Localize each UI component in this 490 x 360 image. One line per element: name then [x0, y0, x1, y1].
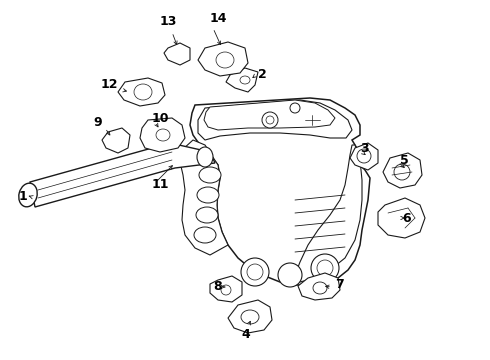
Circle shape	[262, 112, 278, 128]
Circle shape	[357, 149, 371, 163]
Polygon shape	[378, 198, 425, 238]
Polygon shape	[198, 100, 352, 140]
Text: 5: 5	[400, 153, 409, 166]
Text: 4: 4	[242, 328, 250, 341]
Polygon shape	[350, 143, 378, 170]
Circle shape	[221, 285, 231, 295]
Text: 11: 11	[152, 179, 170, 192]
Ellipse shape	[197, 187, 219, 203]
Text: 12: 12	[100, 78, 118, 91]
Polygon shape	[198, 42, 248, 76]
Circle shape	[247, 264, 263, 280]
Polygon shape	[383, 153, 422, 188]
Polygon shape	[180, 140, 228, 255]
Polygon shape	[164, 43, 190, 65]
Text: 9: 9	[94, 116, 102, 129]
Ellipse shape	[19, 183, 37, 207]
Ellipse shape	[240, 76, 250, 84]
Ellipse shape	[134, 84, 152, 100]
Polygon shape	[228, 300, 272, 333]
Polygon shape	[102, 128, 130, 153]
Text: 3: 3	[360, 141, 368, 154]
Ellipse shape	[196, 207, 218, 223]
Ellipse shape	[197, 147, 213, 167]
Ellipse shape	[194, 227, 216, 243]
Circle shape	[394, 164, 410, 180]
Polygon shape	[210, 276, 242, 302]
Polygon shape	[140, 118, 185, 152]
Polygon shape	[204, 100, 335, 130]
Circle shape	[241, 258, 269, 286]
Circle shape	[290, 103, 300, 113]
Text: 13: 13	[159, 15, 177, 28]
Ellipse shape	[313, 282, 327, 294]
Polygon shape	[226, 68, 258, 92]
Polygon shape	[190, 98, 370, 285]
Circle shape	[266, 116, 274, 124]
Text: 14: 14	[210, 12, 227, 25]
Text: 10: 10	[152, 112, 170, 125]
Text: 8: 8	[213, 280, 222, 293]
Ellipse shape	[156, 129, 170, 141]
Ellipse shape	[241, 310, 259, 324]
Polygon shape	[295, 145, 362, 282]
Ellipse shape	[216, 52, 234, 68]
Text: 7: 7	[335, 279, 344, 292]
Polygon shape	[30, 143, 215, 207]
Text: 2: 2	[258, 68, 267, 81]
Polygon shape	[118, 78, 165, 106]
Ellipse shape	[199, 167, 221, 183]
Circle shape	[317, 260, 333, 276]
Polygon shape	[298, 273, 340, 300]
Text: 1: 1	[18, 190, 27, 203]
Text: 6: 6	[402, 211, 411, 225]
Circle shape	[311, 254, 339, 282]
Circle shape	[278, 263, 302, 287]
